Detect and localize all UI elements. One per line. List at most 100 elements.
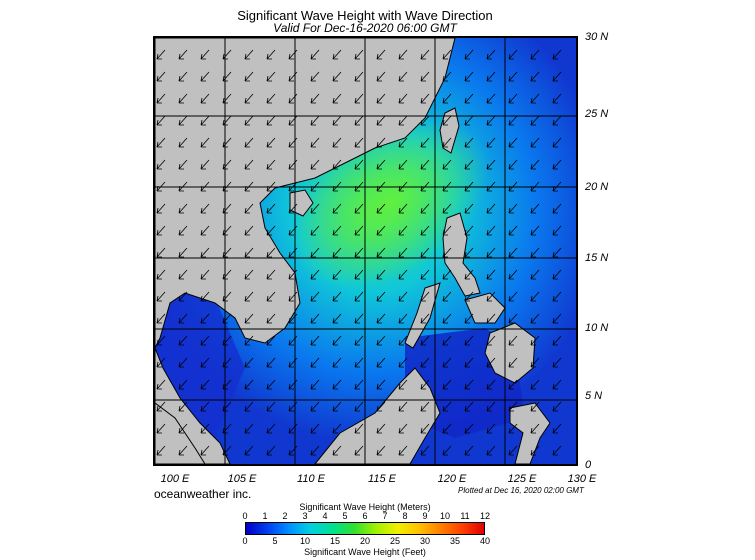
wave-arrow bbox=[310, 445, 320, 456]
wave-arrow bbox=[178, 357, 188, 368]
wave-arrow bbox=[552, 203, 562, 214]
colorbar-meters-tick: 7 bbox=[382, 511, 388, 521]
wave-arrow bbox=[442, 203, 452, 214]
wave-arrow bbox=[222, 247, 232, 258]
wave-arrow bbox=[442, 71, 452, 82]
wave-arrow bbox=[552, 49, 562, 60]
wave-arrow bbox=[420, 313, 430, 324]
wave-arrow bbox=[266, 401, 276, 412]
wave-arrow bbox=[178, 115, 188, 126]
wave-arrow bbox=[486, 357, 496, 368]
wave-arrow bbox=[464, 247, 474, 258]
wave-arrow bbox=[508, 49, 518, 60]
wave-arrow bbox=[310, 401, 320, 412]
wave-arrow bbox=[222, 203, 232, 214]
wave-arrow bbox=[288, 445, 298, 456]
wave-arrow bbox=[200, 49, 210, 60]
wave-arrow bbox=[398, 115, 408, 126]
wave-arrow bbox=[464, 445, 474, 456]
wave-arrow bbox=[244, 203, 254, 214]
wave-arrow bbox=[156, 115, 166, 126]
wave-arrow bbox=[156, 379, 166, 390]
wave-arrow bbox=[398, 401, 408, 412]
wave-arrow bbox=[200, 313, 210, 324]
wave-arrow bbox=[486, 247, 496, 258]
wave-arrow bbox=[376, 357, 386, 368]
wave-arrow bbox=[486, 71, 496, 82]
wave-arrow bbox=[222, 291, 232, 302]
colorbar-feet-tick: 15 bbox=[329, 536, 340, 546]
wave-arrow bbox=[376, 335, 386, 346]
wave-arrow bbox=[200, 115, 210, 126]
wave-arrow bbox=[354, 247, 364, 258]
wave-arrow bbox=[464, 379, 474, 390]
wave-arrow bbox=[508, 115, 518, 126]
palawan-island bbox=[404, 282, 441, 349]
lat-label-25n: 25 N bbox=[585, 108, 609, 120]
wave-arrow bbox=[442, 423, 452, 434]
wave-arrow bbox=[200, 291, 210, 302]
wave-arrow bbox=[508, 335, 518, 346]
wave-arrow bbox=[200, 71, 210, 82]
wave-arrow bbox=[354, 379, 364, 390]
wave-arrow bbox=[156, 181, 166, 192]
wave-arrow bbox=[442, 159, 452, 170]
wave-arrow bbox=[376, 159, 386, 170]
wave-arrow bbox=[156, 401, 166, 412]
wave-arrow bbox=[552, 247, 562, 258]
wave-arrow bbox=[178, 159, 188, 170]
wave-arrow bbox=[530, 93, 540, 104]
wave-arrow bbox=[244, 115, 254, 126]
wave-arrow bbox=[288, 93, 298, 104]
wave-arrow bbox=[442, 225, 452, 236]
wave-arrow bbox=[552, 181, 562, 192]
map-title: Significant Wave Height with Wave Direct… bbox=[237, 8, 493, 23]
wave-arrow bbox=[508, 379, 518, 390]
wave-arrow bbox=[376, 71, 386, 82]
wave-arrow bbox=[310, 159, 320, 170]
wave-arrow bbox=[530, 203, 540, 214]
lon-label-120e: 120 E bbox=[437, 473, 467, 485]
wave-arrow bbox=[156, 247, 166, 258]
wave-arrow bbox=[288, 49, 298, 60]
wave-arrow bbox=[178, 379, 188, 390]
wave-arrow bbox=[486, 445, 496, 456]
wave-arrow bbox=[486, 93, 496, 104]
wave-arrow bbox=[288, 423, 298, 434]
wave-arrow bbox=[310, 115, 320, 126]
wave-arrow bbox=[376, 49, 386, 60]
wave-arrow bbox=[222, 71, 232, 82]
wave-arrow bbox=[244, 225, 254, 236]
wave-arrow bbox=[200, 225, 210, 236]
wave-arrow bbox=[332, 423, 342, 434]
map-subtitle: Valid For Dec-16-2020 06:00 GMT bbox=[273, 21, 457, 35]
wave-arrow bbox=[266, 247, 276, 258]
wave-arrow bbox=[244, 445, 254, 456]
wave-arrow bbox=[464, 291, 474, 302]
wave-arrow bbox=[222, 423, 232, 434]
wave-arrow bbox=[530, 159, 540, 170]
wave-arrow bbox=[508, 269, 518, 280]
wave-arrow bbox=[332, 247, 342, 258]
wave-arrow bbox=[222, 357, 232, 368]
wave-arrow bbox=[420, 49, 430, 60]
wave-arrow bbox=[508, 181, 518, 192]
wave-arrow bbox=[486, 181, 496, 192]
wave-arrow bbox=[156, 357, 166, 368]
wave-arrow bbox=[156, 71, 166, 82]
wave-arrow bbox=[288, 247, 298, 258]
wave-arrow bbox=[200, 159, 210, 170]
wave-arrow bbox=[530, 269, 540, 280]
colorbar-feet-tick: 30 bbox=[419, 536, 430, 546]
wave-arrow bbox=[420, 115, 430, 126]
wave-arrow bbox=[442, 291, 452, 302]
wave-arrow bbox=[354, 313, 364, 324]
wave-arrow bbox=[354, 335, 364, 346]
colorbar-feet-tick: 40 bbox=[479, 536, 490, 546]
wave-arrow bbox=[156, 49, 166, 60]
wave-arrow bbox=[376, 181, 386, 192]
wave-arrow bbox=[376, 445, 386, 456]
wave-arrow bbox=[178, 225, 188, 236]
wave-arrow bbox=[266, 93, 276, 104]
wave-arrow bbox=[354, 401, 364, 412]
